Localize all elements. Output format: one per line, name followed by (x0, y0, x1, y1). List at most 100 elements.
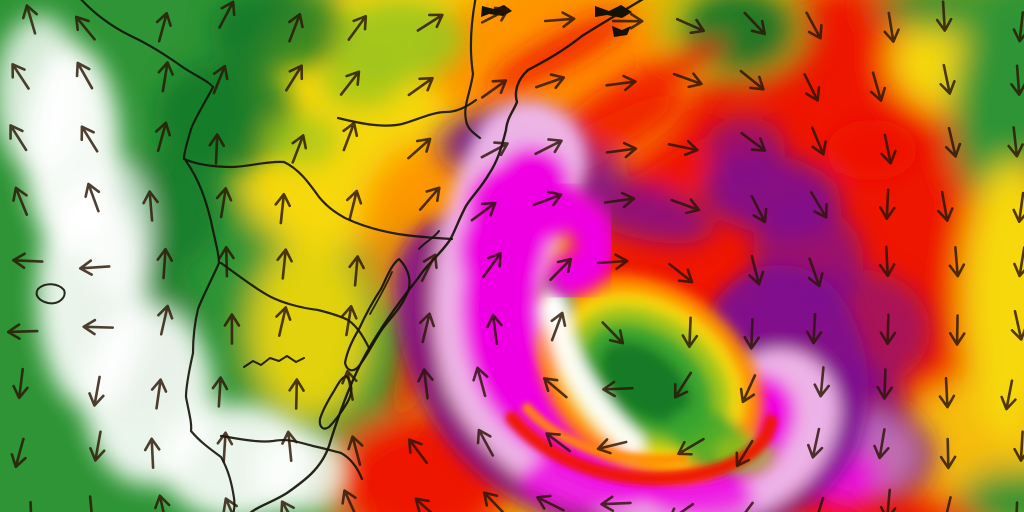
wind-arrow (807, 427, 824, 459)
wind-arrow (486, 313, 503, 346)
wind-arrow (600, 495, 632, 512)
wind-arrow (739, 374, 757, 404)
wind-arrow (740, 131, 767, 152)
wind-arrow (281, 430, 298, 463)
wind-arrow (472, 366, 489, 398)
wind-arrow (157, 61, 174, 93)
terrain-scribble (243, 355, 305, 368)
wind-arrow (735, 439, 754, 468)
wind-arrow (418, 186, 441, 211)
border-brazil-uruguay (219, 261, 371, 350)
wind-arrow (12, 186, 29, 216)
wind-arrow (596, 438, 628, 455)
wind-arrow (154, 121, 172, 152)
wind-arrow (274, 192, 291, 225)
wind-arrow (1010, 309, 1024, 341)
wind-arrow (948, 245, 966, 278)
wind-arrow (288, 12, 304, 43)
wind-arrow (876, 368, 894, 400)
wind-arrow (549, 257, 573, 282)
wind-arrow (938, 496, 955, 512)
wind-arrow (21, 4, 38, 35)
wind-arrow (341, 369, 358, 401)
wind-arrow (480, 141, 509, 159)
wind-arrow (9, 124, 28, 152)
wind-arrow (748, 254, 765, 286)
wind-arrow (88, 375, 105, 407)
wind-arrow (341, 305, 358, 337)
spiral-band-hook (524, 184, 618, 297)
wind-arrow (873, 428, 890, 460)
wind-arrow (743, 11, 767, 36)
wind-arrow (596, 253, 629, 271)
wind-arrow (407, 438, 429, 465)
wind-arrow (211, 376, 229, 408)
wind-arrow (414, 497, 439, 512)
wind-arrow (805, 312, 823, 345)
wind-arrow (667, 139, 699, 157)
wind-arrow (407, 76, 434, 97)
wind-arrow (938, 376, 956, 409)
wind-arrow (218, 0, 236, 29)
coastline (249, 0, 644, 512)
wind-arrow (276, 248, 293, 280)
wind-arrow (675, 17, 706, 35)
wind-arrow (155, 11, 172, 43)
wind-arrow (75, 61, 94, 90)
wind-arrow (673, 371, 693, 399)
wind-arrow (416, 13, 444, 32)
wind-arrow (420, 253, 438, 283)
wind-arrow (208, 133, 226, 165)
wind-arrow (813, 366, 830, 398)
wind-arrow (222, 497, 239, 512)
wind-arrow (348, 255, 365, 287)
wind-arrow (681, 316, 699, 349)
coastal-bay-1 (595, 5, 632, 18)
wind-arrow (417, 368, 434, 400)
wind-arrow (80, 125, 99, 153)
wind-arrow (668, 262, 694, 284)
lagoa-dos-patos (343, 257, 411, 372)
wind-arrow (807, 257, 824, 288)
wind-arrow (280, 500, 298, 512)
wind-arrow (743, 318, 761, 350)
wind-arrow (407, 137, 432, 160)
coastal-inlet (418, 230, 440, 250)
wind-arrow (536, 494, 565, 512)
wind-arrow (1012, 191, 1024, 224)
wind-arrow (347, 435, 364, 466)
wind-arrow (84, 182, 101, 213)
wind-arrow (883, 11, 900, 43)
wind-arrow (143, 437, 161, 469)
wind-arrow (291, 134, 308, 164)
wind-arrow (342, 121, 359, 152)
wind-arrow (10, 437, 27, 469)
wind-arrow (739, 69, 765, 91)
wind-arrow (288, 378, 305, 410)
wind-arrow (939, 63, 956, 95)
river-south (219, 434, 364, 481)
wind-arrow (550, 311, 567, 342)
wind-arrow (480, 79, 508, 99)
wind-arrow (532, 190, 563, 207)
wind-arrow (1010, 64, 1024, 97)
cyclone-eye (537, 274, 775, 482)
wind-arrow (602, 380, 634, 398)
wind-arrow (948, 314, 966, 346)
wind-arrow (944, 126, 962, 158)
wind-arrow (12, 252, 44, 270)
eyewall-rim (505, 403, 778, 486)
wind-arrow (82, 318, 114, 336)
wind-arrow (1007, 126, 1024, 158)
wind-arrow (869, 71, 887, 102)
wind-arrow (347, 14, 368, 41)
lagoa-dos-patos-inner (369, 271, 393, 315)
wind-arrow (341, 489, 358, 512)
wind-arrow (543, 11, 576, 28)
wind-arrow (480, 6, 510, 24)
wind-arrow (89, 430, 106, 462)
wind-arrow (11, 62, 30, 90)
wind-arrow (880, 133, 897, 165)
